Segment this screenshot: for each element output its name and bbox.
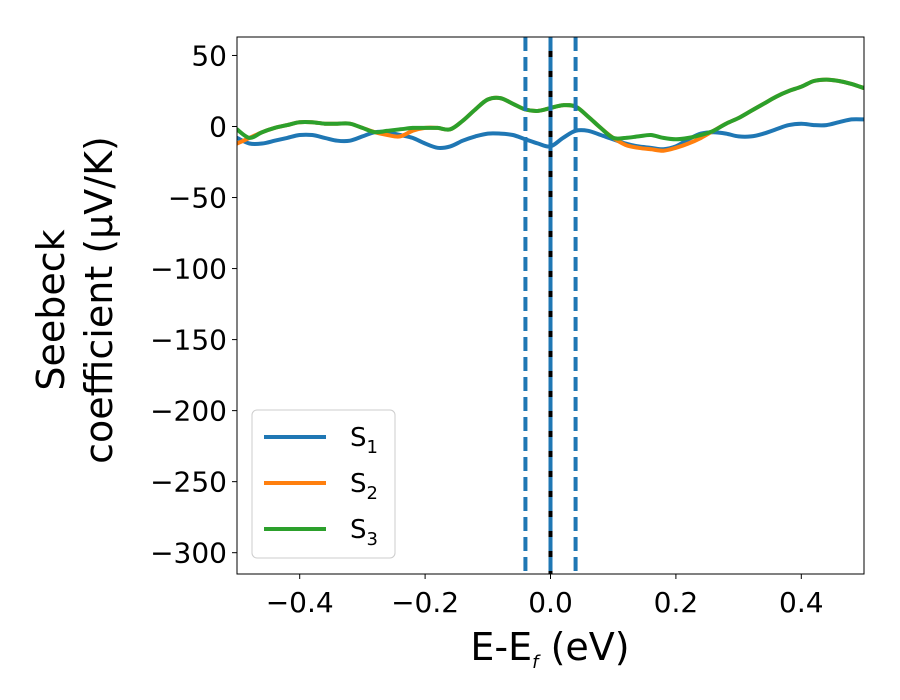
- vertical-reference-lines: [523, 37, 578, 574]
- legend: S1 S2 S3: [251, 409, 396, 559]
- legend-label-s3: S3: [350, 515, 378, 550]
- y-axis-ticks: 50 0 −50 −100 −150 −200 −250 −300: [150, 39, 237, 570]
- y-tick-label: −150: [150, 324, 227, 357]
- legend-entries: S1 S2 S3: [264, 423, 378, 550]
- y-axis-label: Seebeck coefficient (μV/K): [29, 136, 121, 464]
- x-tick-label: −0.2: [391, 586, 459, 619]
- y-tick-label: −200: [150, 395, 227, 428]
- x-axis-ticks: −0.4 −0.2 0.0 0.2 0.4: [266, 574, 824, 619]
- x-tick-label: 0.0: [528, 586, 573, 619]
- legend-label-s1: S1: [350, 423, 378, 458]
- y-axis-label-line2: coefficient (μV/K): [77, 136, 121, 464]
- x-tick-label: −0.4: [266, 586, 334, 619]
- legend-label-s2: S2: [350, 469, 378, 504]
- y-tick-label: −250: [150, 466, 227, 499]
- x-axis-label: E-Ef (eV): [470, 625, 629, 673]
- y-tick-label: −50: [168, 182, 227, 215]
- y-tick-label: 0: [209, 111, 227, 144]
- y-axis-label-line1: Seebeck: [29, 229, 73, 390]
- y-tick-label: −300: [150, 537, 227, 570]
- x-tick-label: 0.4: [779, 586, 824, 619]
- y-tick-label: 50: [191, 39, 227, 72]
- x-tick-label: 0.2: [654, 586, 699, 619]
- y-tick-label: −100: [150, 253, 227, 286]
